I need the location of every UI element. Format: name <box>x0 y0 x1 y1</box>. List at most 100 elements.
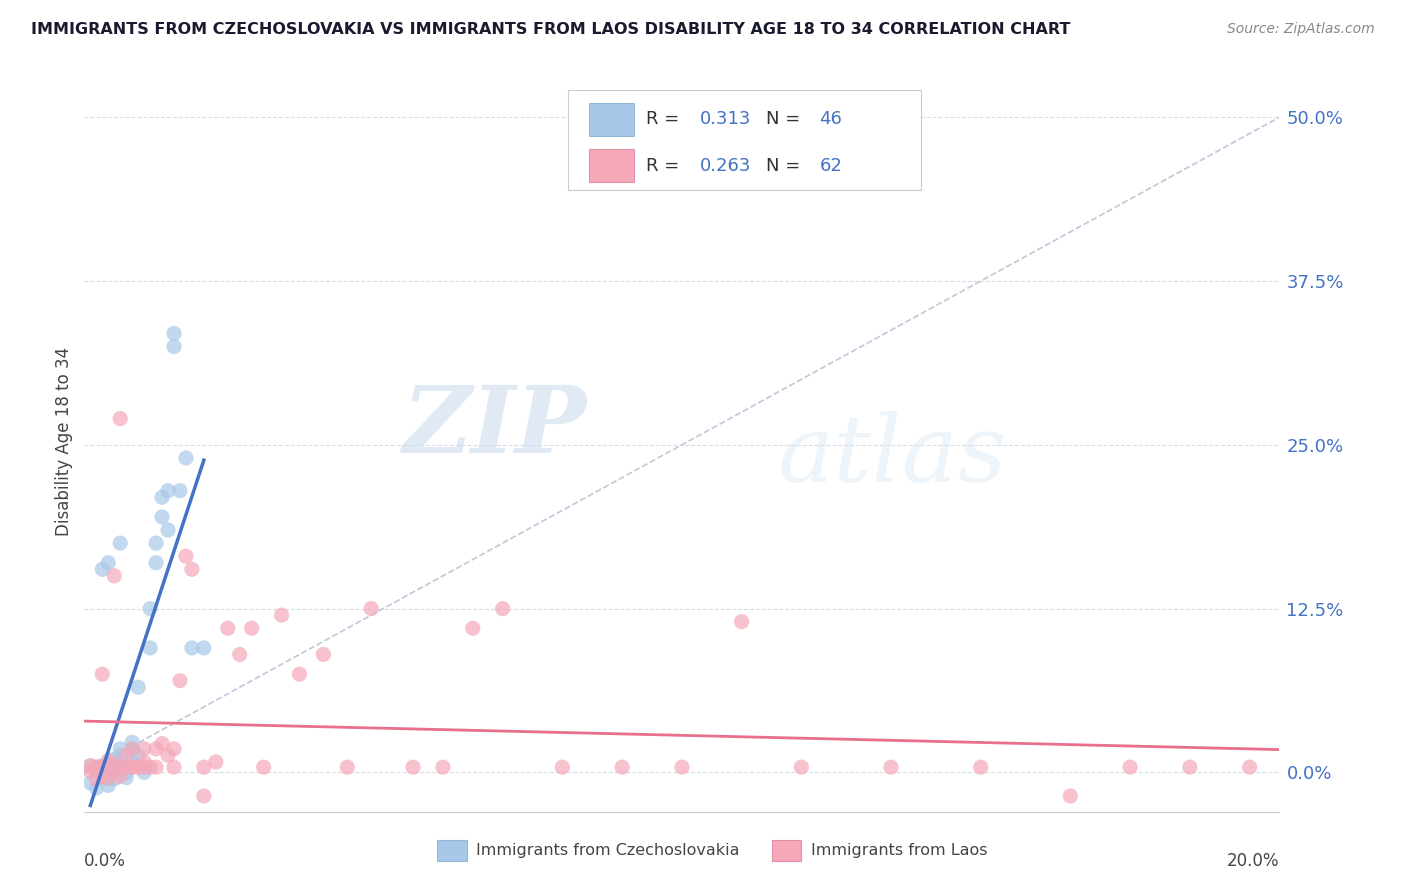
Point <box>103 762 125 776</box>
Point <box>181 640 204 655</box>
Point <box>880 760 903 774</box>
Point <box>169 483 191 498</box>
Point <box>790 760 813 774</box>
Point <box>150 509 173 524</box>
Point <box>110 760 132 774</box>
Point <box>97 556 120 570</box>
Point <box>132 765 156 780</box>
Text: Immigrants from Czechoslovakia: Immigrants from Czechoslovakia <box>477 843 740 858</box>
Text: atlas: atlas <box>778 411 1007 501</box>
Point <box>145 741 167 756</box>
Point <box>121 741 143 756</box>
Point <box>110 536 132 550</box>
Point <box>1059 789 1081 803</box>
Text: R =: R = <box>647 157 685 175</box>
Point <box>432 760 454 774</box>
Point <box>91 759 114 773</box>
Point <box>145 536 167 550</box>
Point <box>132 760 156 774</box>
Point <box>97 764 120 778</box>
Point <box>86 781 108 796</box>
Text: 46: 46 <box>820 111 842 128</box>
Text: Immigrants from Laos: Immigrants from Laos <box>811 843 987 858</box>
Text: R =: R = <box>647 111 685 128</box>
Point <box>91 769 114 783</box>
FancyBboxPatch shape <box>437 840 467 861</box>
Point <box>79 776 101 790</box>
Point <box>79 759 101 773</box>
Point <box>139 601 162 615</box>
Point <box>91 769 114 783</box>
Point <box>145 760 167 774</box>
Point <box>174 450 197 465</box>
Point <box>970 760 993 774</box>
Point <box>103 757 125 772</box>
Point <box>1119 760 1142 774</box>
Point <box>121 760 143 774</box>
Point <box>103 764 125 778</box>
Point <box>163 760 186 774</box>
Point <box>110 759 132 773</box>
Text: 20.0%: 20.0% <box>1227 853 1279 871</box>
Point <box>1178 760 1201 774</box>
Point <box>461 621 484 635</box>
Point <box>97 771 120 785</box>
Point <box>91 667 114 681</box>
Point <box>127 748 149 763</box>
Text: 0.263: 0.263 <box>700 157 751 175</box>
Point <box>97 772 120 786</box>
Point <box>91 764 114 778</box>
Text: 0.313: 0.313 <box>700 111 751 128</box>
Point <box>312 648 335 662</box>
Point <box>145 556 167 570</box>
Point <box>492 601 515 615</box>
Point <box>91 562 114 576</box>
Point <box>103 569 125 583</box>
Point <box>671 760 693 774</box>
Point <box>150 490 173 504</box>
Point <box>115 748 138 763</box>
Point <box>157 523 180 537</box>
Y-axis label: Disability Age 18 to 34: Disability Age 18 to 34 <box>55 347 73 536</box>
FancyBboxPatch shape <box>568 90 921 190</box>
Point <box>551 760 574 774</box>
Text: 0.0%: 0.0% <box>84 853 127 871</box>
Text: N =: N = <box>766 111 806 128</box>
Point <box>86 760 108 774</box>
Point <box>121 760 143 774</box>
Text: ZIP: ZIP <box>402 382 586 472</box>
Point <box>91 762 114 776</box>
Point <box>169 673 191 688</box>
Point <box>217 621 239 635</box>
Point <box>110 411 132 425</box>
FancyBboxPatch shape <box>772 840 801 861</box>
Point <box>115 760 138 774</box>
Point <box>121 735 143 749</box>
Point <box>132 760 156 774</box>
Point <box>121 741 143 756</box>
Point <box>1239 760 1261 774</box>
Point <box>86 763 108 777</box>
Point <box>110 769 132 783</box>
Point <box>110 748 132 763</box>
Point <box>163 326 186 341</box>
Point <box>193 640 215 655</box>
Point <box>86 772 108 786</box>
Text: N =: N = <box>766 157 806 175</box>
Point <box>79 764 101 778</box>
Point <box>157 748 180 763</box>
Point <box>402 760 425 774</box>
Point <box>336 760 359 774</box>
Point <box>270 608 292 623</box>
Point <box>163 339 186 353</box>
Point <box>193 760 215 774</box>
Point <box>181 562 204 576</box>
Point <box>132 755 156 769</box>
Point <box>253 760 276 774</box>
Point <box>115 765 138 780</box>
Point <box>228 648 252 662</box>
Point <box>86 760 108 774</box>
Point <box>288 667 311 681</box>
FancyBboxPatch shape <box>589 103 634 136</box>
Point <box>110 741 132 756</box>
